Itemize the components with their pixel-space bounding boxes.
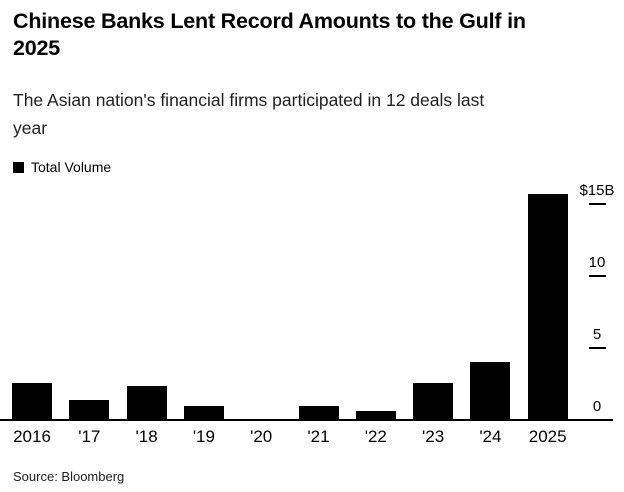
x-axis-label: '22 — [364, 427, 387, 446]
bar-2016 — [12, 382, 52, 420]
bar-23 — [413, 383, 454, 420]
bar-22 — [355, 411, 396, 420]
y-axis-label: 0 — [592, 398, 602, 415]
y-axis-label: $15B — [579, 182, 615, 199]
y-axis-tick — [588, 347, 606, 349]
chart-title: Chinese Banks Lent Record Amounts to the… — [13, 9, 526, 60]
bar-2025 — [527, 193, 568, 420]
bar-19 — [183, 405, 224, 420]
legend-swatch-icon — [13, 161, 24, 173]
source-note: Source: Bloomberg — [13, 469, 125, 484]
x-axis-label: '20 — [250, 427, 273, 446]
bar-24 — [470, 362, 511, 420]
y-axis-tick — [588, 203, 606, 205]
legend-label: Total Volume — [31, 159, 112, 175]
legend: Total Volume — [13, 159, 111, 175]
x-axis-label: '21 — [307, 427, 330, 446]
x-axis-line — [0, 419, 613, 421]
y-axis-label: 5 — [592, 326, 602, 343]
bar-21 — [298, 406, 339, 420]
bar-17 — [69, 399, 110, 420]
x-axis-label: 2016 — [13, 427, 51, 446]
bar-18 — [126, 386, 167, 420]
x-axis-label: '23 — [422, 427, 445, 446]
y-axis-label: 10 — [588, 254, 606, 271]
x-axis-label: 2025 — [528, 427, 567, 446]
x-axis-label: '24 — [479, 427, 502, 446]
x-axis-label: '19 — [192, 427, 215, 446]
y-axis-tick — [588, 275, 606, 277]
chart-subtitle: The Asian nation's financial firms parti… — [13, 90, 485, 138]
x-axis-label: '17 — [78, 427, 101, 446]
x-axis-label: '18 — [135, 427, 158, 446]
